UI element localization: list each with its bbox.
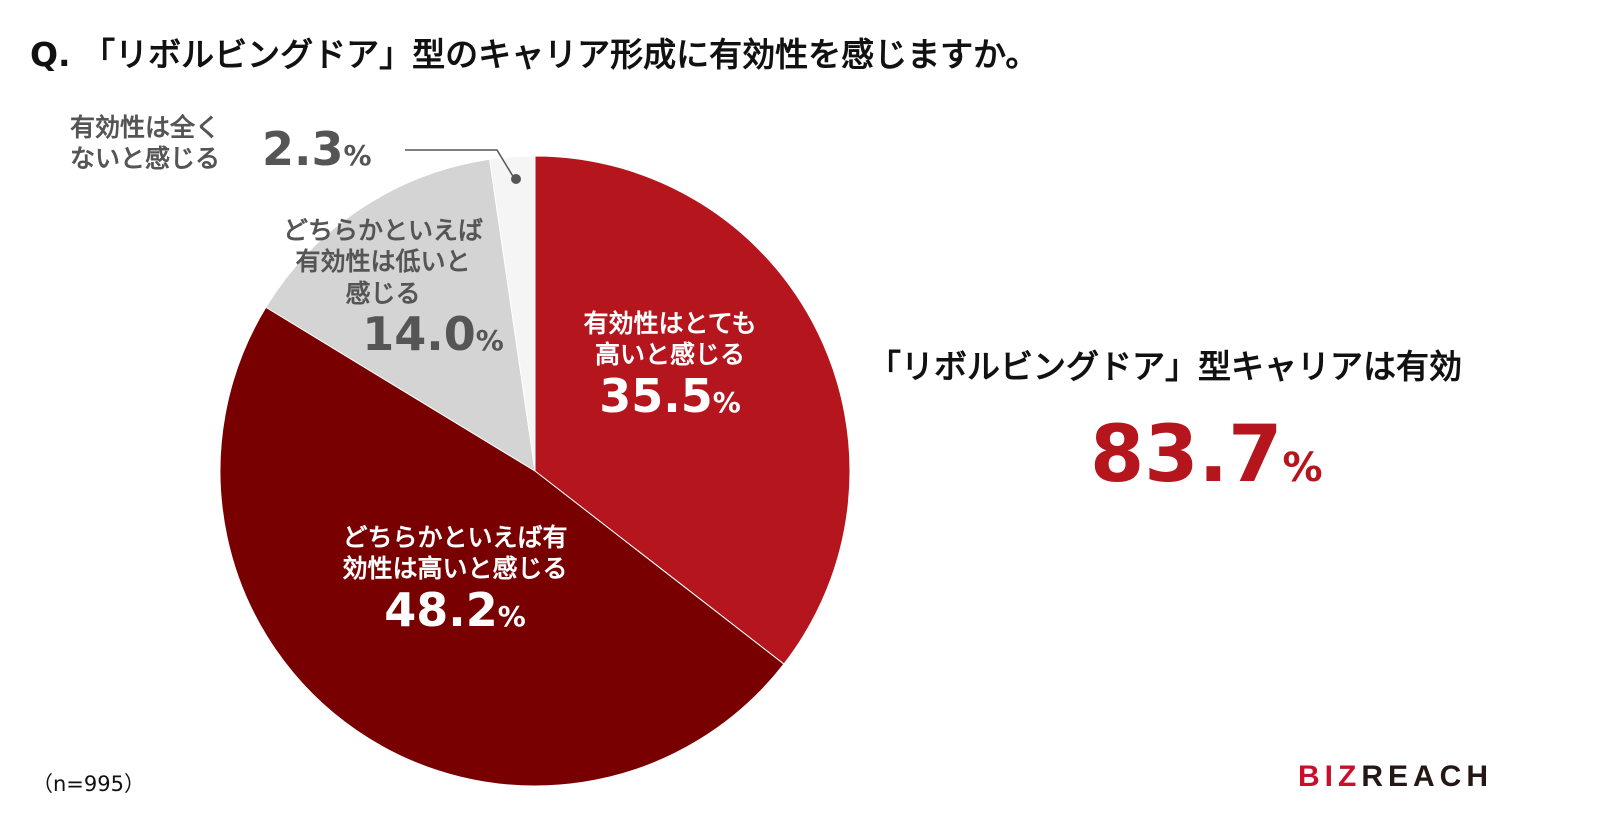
pie-slice-1 [219,306,785,787]
label-line: 有効性は低いと [295,247,471,277]
leader-dot [511,174,521,184]
label-line: どちらかといえば有 [342,523,568,552]
leader-line [405,149,515,179]
chart-title: Q. 「リボルビングドア」型のキャリア形成に有効性を感じますか。 [30,35,1039,74]
pie-slice-3 [489,155,536,472]
slice-label-very-high: 有効性はとても 高いと感じる 35.5% [560,308,780,421]
bizreach-logo: BIZREACH [1298,760,1494,793]
label-line: 効性は高いと感じる [342,554,568,584]
slice-label-not-at-all: 有効性は全く ないと感じる [70,112,220,175]
slice-label-somewhat-low: どちらかといえば 有効性は低いと 感じる 14.0% [248,215,518,359]
label-line: どちらかといえば [282,216,483,245]
slice-label-somewhat-high: どちらかといえば有 効性は高いと感じる 48.2% [300,522,610,635]
pie-slice-2 [265,158,536,472]
label-line: 有効性はとても [583,309,757,338]
label-line: 高いと感じる [594,340,745,370]
pie-slice-0 [534,155,851,665]
label-line: 感じる [345,278,421,308]
label-line: 有効性は全く [70,113,221,142]
slice-value: 35.5 [599,368,713,423]
slice-value: 14.0 [362,306,476,361]
summary-label: 「リボルビングドア」型キャリアは有効 [868,347,1462,386]
label-line: ないと感じる [70,144,221,174]
summary-value: 83.7% [1090,410,1323,500]
slice-value: 48.2 [384,582,498,637]
slice-value-not-at-all: 2.3% [262,122,372,176]
sample-size: （n=995） [32,772,145,796]
